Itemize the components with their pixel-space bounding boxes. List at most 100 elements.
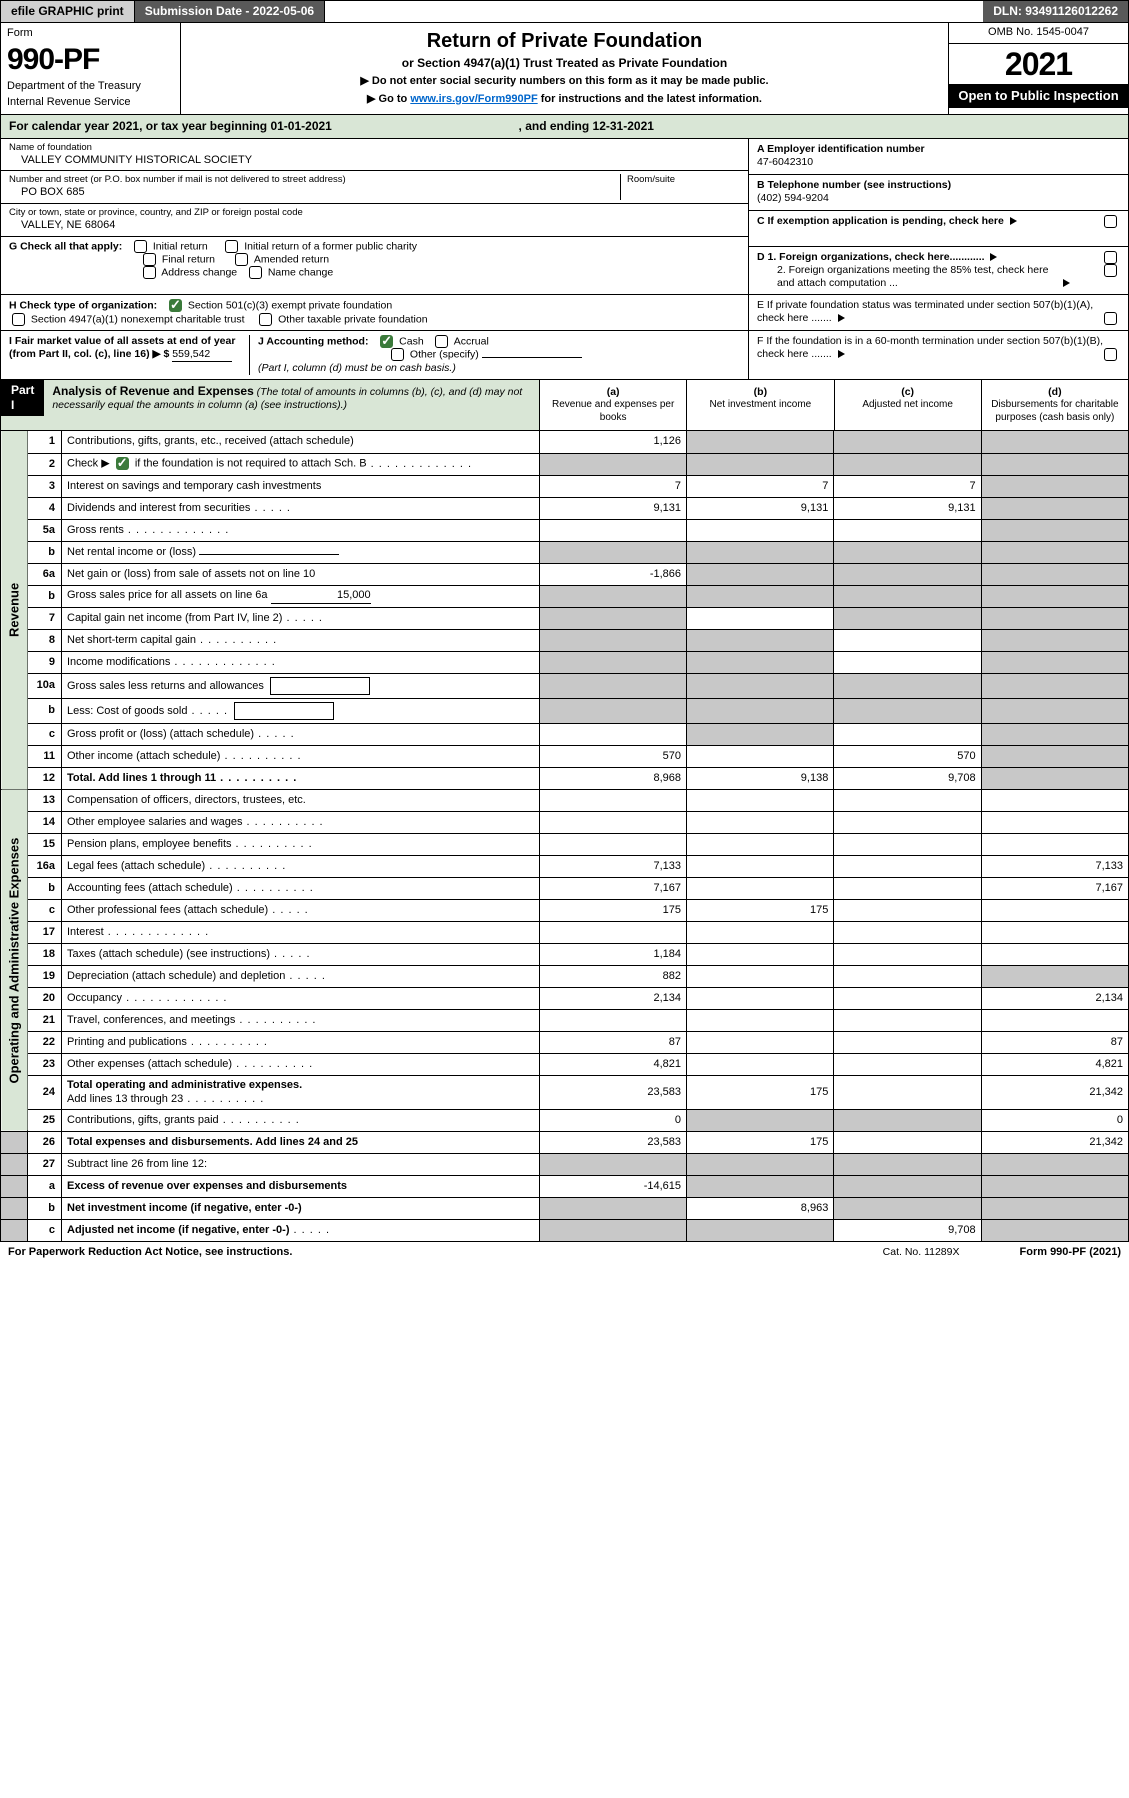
expenses-label: Operating and Administrative Expenses xyxy=(1,789,28,1132)
arrow-icon xyxy=(1010,217,1017,225)
row-14: 14Other employee salaries and wages xyxy=(1,811,1129,833)
col-c-head: (c)Adjusted net income xyxy=(834,380,981,431)
row-13: Operating and Administrative Expenses 13… xyxy=(1,789,1129,811)
col-a: 1,126 xyxy=(539,431,686,453)
ein-cell: A Employer identification number 47-6042… xyxy=(749,139,1128,175)
row-3: 3Interest on savings and temporary cash … xyxy=(1,475,1129,497)
section-J: J Accounting method: Cash Accrual Other … xyxy=(249,335,740,375)
row-24: 24Total operating and administrative exp… xyxy=(1,1075,1129,1110)
chk-60month[interactable] xyxy=(1104,348,1117,361)
chk-foreign-85[interactable] xyxy=(1104,264,1117,277)
row-16b: bAccounting fees (attach schedule) 7,167… xyxy=(1,877,1129,899)
section-C: C If exemption application is pending, c… xyxy=(749,211,1128,247)
ein-value: 47-6042310 xyxy=(757,156,1120,169)
chk-sch-b[interactable] xyxy=(116,457,129,470)
goto-line: ▶ Go to www.irs.gov/Form990PF for instru… xyxy=(189,93,940,107)
form-word: Form xyxy=(7,27,174,41)
part1-title: Analysis of Revenue and Expenses xyxy=(52,384,253,398)
chk-status-terminated[interactable] xyxy=(1104,312,1117,325)
part1-header: Part I Analysis of Revenue and Expenses … xyxy=(0,380,1129,432)
entity-info-right: A Employer identification number 47-6042… xyxy=(748,139,1128,294)
form-ref: Form 990-PF (2021) xyxy=(1020,1246,1122,1260)
goto-pre: ▶ Go to xyxy=(367,93,410,105)
row-27b: bNet investment income (if negative, ent… xyxy=(1,1198,1129,1220)
row-25: 25Contributions, gifts, grants paid 00 xyxy=(1,1110,1129,1132)
arrow-icon xyxy=(838,314,845,322)
d2-label: 2. Foreign organizations meeting the 85%… xyxy=(757,264,1057,290)
g4: Amended return xyxy=(254,253,329,265)
tax-year-end: 12-31-2021 xyxy=(593,119,654,133)
j-accrual: Accrual xyxy=(454,335,489,347)
section-H-E: H Check type of organization: Section 50… xyxy=(0,295,1129,331)
omb-number: OMB No. 1545-0047 xyxy=(949,23,1128,44)
row-4: 4Dividends and interest from securities … xyxy=(1,497,1129,519)
chk-other-method[interactable] xyxy=(391,348,404,361)
form-number: 990-PF xyxy=(7,41,174,79)
row-27: 27Subtract line 26 from line 12: xyxy=(1,1154,1129,1176)
calendar-year-row: For calendar year 2021, or tax year begi… xyxy=(0,115,1129,139)
chk-4947a1[interactable] xyxy=(12,313,25,326)
submission-date: Submission Date - 2022-05-06 xyxy=(135,1,325,22)
chk-initial-return[interactable] xyxy=(134,240,147,253)
g3: Final return xyxy=(162,253,215,265)
chk-exemption-pending[interactable] xyxy=(1104,215,1117,228)
section-D: D 1. Foreign organizations, check here..… xyxy=(749,247,1128,294)
row-16c: cOther professional fees (attach schedul… xyxy=(1,899,1129,921)
col-a-head: (a)Revenue and expenses per books xyxy=(539,380,686,431)
row-26: 26Total expenses and disbursements. Add … xyxy=(1,1132,1129,1154)
section-I: I Fair market value of all assets at end… xyxy=(9,335,249,375)
desc: Contributions, gifts, grants, etc., rece… xyxy=(62,431,540,453)
section-I-J-F: I Fair market value of all assets at end… xyxy=(0,331,1129,380)
addr-label: Number and street (or P.O. box number if… xyxy=(9,174,620,186)
section-F: F If the foundation is in a 60-month ter… xyxy=(748,331,1128,379)
chk-other-taxable[interactable] xyxy=(259,313,272,326)
h1: Section 501(c)(3) exempt private foundat… xyxy=(188,299,392,311)
revenue-label: Revenue xyxy=(1,431,28,789)
address-cell: Number and street (or P.O. box number if… xyxy=(1,171,748,204)
chk-foreign-org[interactable] xyxy=(1104,251,1117,264)
f-label: F If the foundation is in a 60-month ter… xyxy=(757,335,1103,360)
part1-label: Part I xyxy=(1,380,44,416)
g5: Address change xyxy=(161,267,237,279)
chk-amended[interactable] xyxy=(235,253,248,266)
section-H: H Check type of organization: Section 50… xyxy=(1,295,748,330)
foundation-name: VALLEY COMMUNITY HISTORICAL SOCIETY xyxy=(9,154,740,168)
row-2: 2 Check ▶ if the foundation is not requi… xyxy=(1,453,1129,475)
form990pf-link[interactable]: www.irs.gov/Form990PF xyxy=(410,93,537,105)
header-left: Form 990-PF Department of the Treasury I… xyxy=(1,23,181,114)
b-label: B Telephone number (see instructions) xyxy=(757,179,1120,192)
row-7: 7Capital gain net income (from Part IV, … xyxy=(1,607,1129,629)
row-15: 15Pension plans, employee benefits xyxy=(1,833,1129,855)
row-17: 17Interest xyxy=(1,921,1129,943)
row-11: 11Other income (attach schedule) 570570 xyxy=(1,745,1129,767)
h2: Section 4947(a)(1) nonexempt charitable … xyxy=(31,313,245,325)
foundation-name-cell: Name of foundation VALLEY COMMUNITY HIST… xyxy=(1,139,748,172)
c-label: C If exemption application is pending, c… xyxy=(757,215,1004,227)
row-5b: bNet rental income or (loss) xyxy=(1,541,1129,563)
chk-name-change[interactable] xyxy=(249,266,262,279)
city-label: City or town, state or province, country… xyxy=(9,207,740,219)
chk-final-return[interactable] xyxy=(143,253,156,266)
efile-print-button[interactable]: efile GRAPHIC print xyxy=(1,1,135,22)
row-27a: aExcess of revenue over expenses and dis… xyxy=(1,1176,1129,1198)
chk-address-change[interactable] xyxy=(143,266,156,279)
chk-501c3[interactable] xyxy=(169,299,182,312)
phone-cell: B Telephone number (see instructions) (4… xyxy=(749,175,1128,211)
ssn-warning: ▶ Do not enter social security numbers o… xyxy=(189,75,940,89)
col-d-head: (d)Disbursements for charitable purposes… xyxy=(981,380,1128,431)
chk-cash[interactable] xyxy=(380,335,393,348)
chk-accrual[interactable] xyxy=(435,335,448,348)
col-d xyxy=(981,431,1128,453)
form-title: Return of Private Foundation xyxy=(189,29,940,54)
phone-value: (402) 594-9204 xyxy=(757,192,1120,205)
row-8: 8Net short-term capital gain xyxy=(1,629,1129,651)
row-22: 22Printing and publications 8787 xyxy=(1,1031,1129,1053)
open-to-public: Open to Public Inspection xyxy=(949,84,1128,108)
fmv-value: 559,542 xyxy=(172,348,232,362)
chk-initial-former[interactable] xyxy=(225,240,238,253)
section-E: E If private foundation status was termi… xyxy=(748,295,1128,330)
g-label: G Check all that apply: xyxy=(9,240,122,252)
row-16a: 16aLegal fees (attach schedule) 7,1337,1… xyxy=(1,855,1129,877)
e-label: E If private foundation status was termi… xyxy=(757,299,1093,324)
goto-post: for instructions and the latest informat… xyxy=(538,93,762,105)
